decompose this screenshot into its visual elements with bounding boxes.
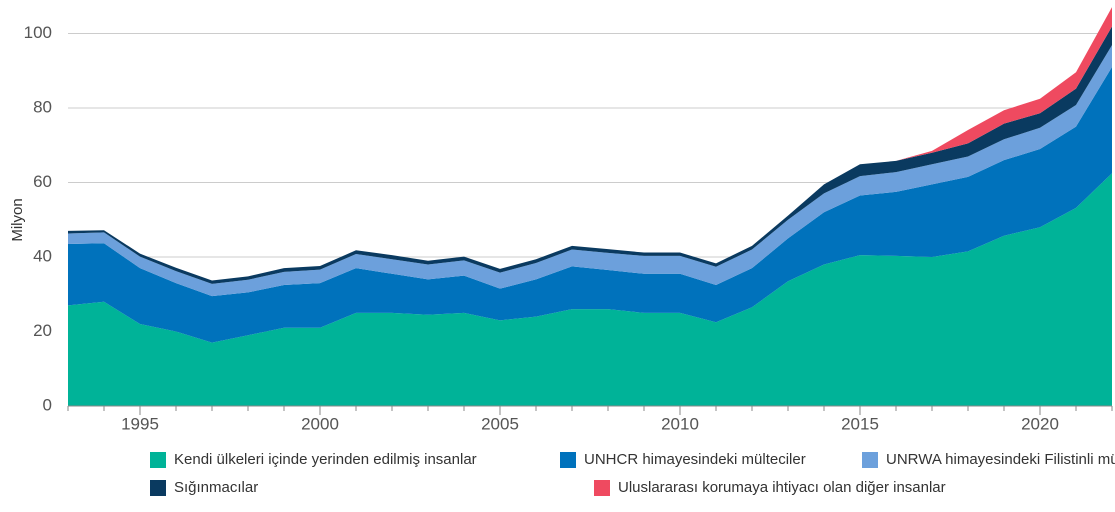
y-tick-label: 80 xyxy=(33,98,52,117)
x-tick-label: 2005 xyxy=(481,414,519,433)
legend-swatch xyxy=(150,480,166,496)
x-tick-label: 2020 xyxy=(1021,414,1059,433)
legend-swatch xyxy=(594,480,610,496)
area xyxy=(68,45,1112,297)
x-tick-label: 2000 xyxy=(301,414,339,433)
y-axis-label: Milyon xyxy=(9,198,26,241)
y-tick-label: 100 xyxy=(24,23,52,42)
legend-label: UNRWA himayesindeki Filistinli mültecile… xyxy=(886,451,1115,468)
legend-label: Sığınmacılar xyxy=(174,479,258,496)
legend-label: Kendi ülkeleri içinde yerinden edilmiş i… xyxy=(174,451,477,468)
legend-label: Uluslararası korumaya ihtiyacı olan diğe… xyxy=(618,479,946,496)
legend-swatch xyxy=(560,452,576,468)
x-tick-label: 2010 xyxy=(661,414,699,433)
legend-swatch xyxy=(150,452,166,468)
y-tick-label: 0 xyxy=(43,395,52,414)
y-tick-label: 40 xyxy=(33,246,52,265)
area xyxy=(68,173,1112,406)
x-tick-label: 2015 xyxy=(841,414,879,433)
legend-swatch xyxy=(862,452,878,468)
x-tick-label: 1995 xyxy=(121,414,159,433)
y-tick-label: 20 xyxy=(33,321,52,340)
area xyxy=(68,67,1112,343)
legend-label: UNHCR himayesindeki mülteciler xyxy=(584,451,806,468)
y-tick-label: 60 xyxy=(33,172,52,191)
